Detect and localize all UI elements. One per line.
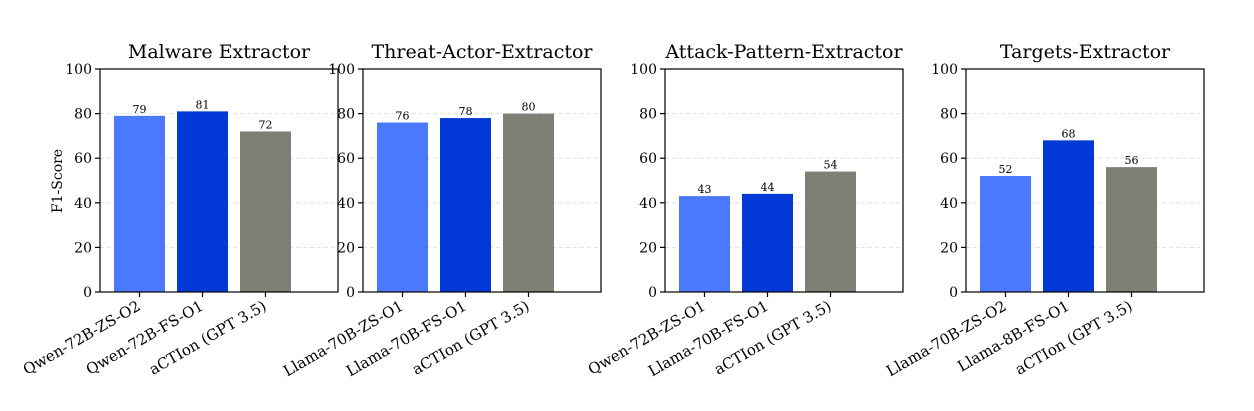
y-tick-label: 40 [639, 196, 657, 212]
bar-value-label: 44 [761, 181, 775, 194]
bar-value-label: 72 [259, 118, 273, 131]
y-axis-label: F1-Score [50, 149, 66, 213]
y-tick-label: 80 [74, 107, 92, 123]
y-tick-label: 80 [639, 107, 657, 123]
malware-extractor-panel: 79 8172020406080100Qwen-72B-ZS-O2Qwen-72B… [20, 41, 339, 379]
bar-3 [503, 113, 554, 292]
y-tick-label: 0 [648, 285, 657, 301]
bar-value-label: 76 [396, 110, 410, 123]
bar-value-label: 43 [698, 183, 712, 196]
panel-title: Threat-Actor-Extractor [372, 41, 594, 63]
plot-frame [965, 68, 1205, 293]
y-tick-label: 40 [940, 196, 958, 212]
plot-frame [362, 68, 602, 293]
y-tick-label: 80 [337, 107, 355, 123]
bar-3 [240, 131, 291, 292]
bar-2 [440, 118, 491, 292]
y-tick-label: 100 [630, 62, 657, 78]
bar-1 [377, 122, 428, 293]
bar-3 [805, 171, 856, 292]
y-tick-label: 40 [74, 196, 92, 212]
bar-2 [177, 111, 228, 293]
bar-value-label: 78 [459, 105, 473, 118]
y-tick-label: 20 [940, 240, 958, 256]
bar-3 [1106, 167, 1157, 292]
y-tick-label: 60 [639, 151, 657, 167]
y-tick-label: 20 [337, 240, 355, 256]
y-tick-label: 60 [337, 151, 355, 167]
bar-2 [742, 193, 793, 292]
bar-value-label: 80 [522, 101, 536, 114]
bar-2 [1043, 140, 1094, 292]
bar-1 [679, 196, 730, 292]
x-category-label: aCTIon (GPT 3.5) [1012, 297, 1136, 379]
y-tick-label: 60 [940, 151, 958, 167]
y-tick-label: 100 [931, 62, 958, 78]
plot-frame [99, 68, 339, 293]
plot-frame [664, 68, 904, 293]
y-tick-label: 60 [74, 151, 92, 167]
bar-value-label: 54 [824, 159, 838, 172]
y-tick-label: 100 [328, 62, 355, 78]
bar-value-label: 79 [133, 103, 147, 116]
targets-extractor-panel: 526856020406080100Llama-70B-ZS-O2Llama-8… [883, 41, 1205, 380]
y-tick-label: 20 [639, 240, 657, 256]
bar-1 [980, 176, 1031, 292]
panel-title: Attack-Pattern-Extractor [664, 41, 903, 63]
y-tick-label: 100 [65, 62, 92, 78]
y-tick-label: 0 [346, 285, 355, 301]
y-tick-label: 0 [949, 285, 958, 301]
threat-actor-extractor-panel: 76 78 80020406080100Llama-70B-ZS-O1Llama-7… [280, 41, 602, 380]
bar-value-label: 81 [196, 98, 210, 111]
bar-value-label: 52 [999, 163, 1013, 176]
bar-value-label: 68 [1062, 127, 1076, 140]
y-tick-label: 80 [940, 107, 958, 123]
x-category-label: aCTIon (GPT 3.5) [711, 297, 835, 379]
panel-title: Targets-Extractor [1000, 41, 1171, 63]
bar-value-label: 56 [1125, 154, 1139, 167]
y-tick-label: 0 [83, 285, 92, 301]
y-tick-label: 40 [337, 196, 355, 212]
y-tick-label: 20 [74, 240, 92, 256]
attack-pattern-extractor-panel: 43 4454020406080100Qwen-72B-ZS-O1Llama-70… [585, 41, 904, 380]
bar-1 [114, 115, 165, 292]
x-category-label: aCTIon (GPT 3.5) [409, 297, 533, 379]
x-category-label: aCTIon (GPT 3.5) [146, 297, 270, 379]
panel-title: Malware Extractor [128, 41, 311, 63]
